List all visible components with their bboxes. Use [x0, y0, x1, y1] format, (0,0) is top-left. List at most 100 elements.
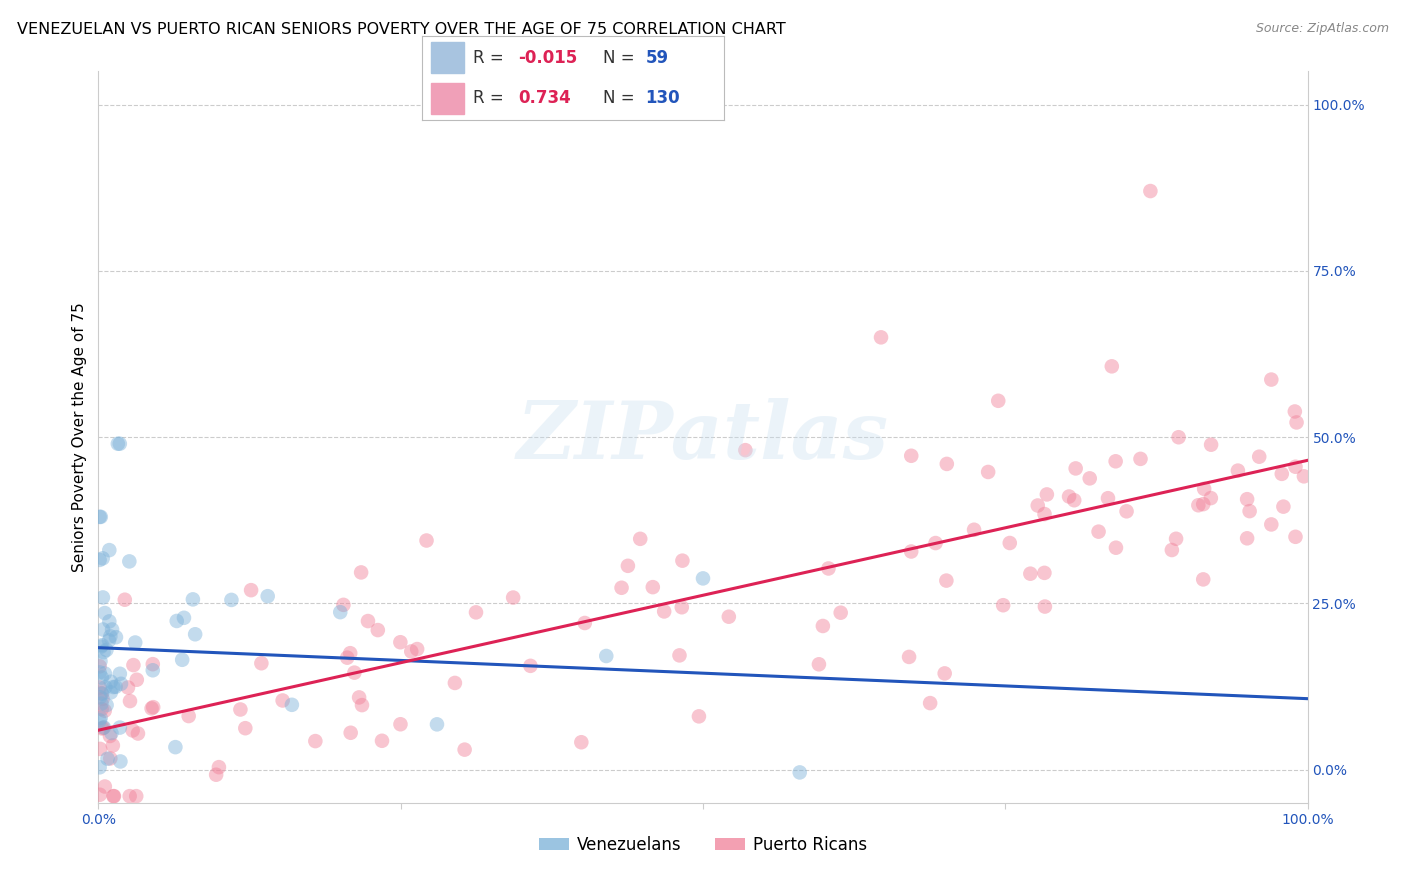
- Point: [1064, 461, 1087, 475]
- Point: [692, 571, 714, 585]
- Point: [110, 755, 132, 769]
- Point: [350, 566, 373, 580]
- Point: [350, 698, 373, 712]
- Point: [94, 606, 117, 620]
- Point: [173, 611, 195, 625]
- Point: [1260, 517, 1282, 532]
- Point: [89, 681, 111, 695]
- Point: [101, 739, 124, 753]
- Point: [240, 583, 263, 598]
- Point: [1284, 404, 1306, 418]
- Point: [415, 533, 437, 548]
- Point: [1087, 524, 1109, 539]
- Point: [91, 722, 114, 736]
- Point: [89, 654, 111, 668]
- Point: [91, 687, 114, 701]
- Point: [93, 721, 115, 735]
- Point: [641, 580, 664, 594]
- Point: [125, 673, 148, 687]
- Point: [103, 680, 125, 694]
- Text: ZIPatlas: ZIPatlas: [517, 399, 889, 475]
- Point: [1226, 464, 1249, 478]
- Point: [924, 536, 946, 550]
- Point: [817, 561, 839, 575]
- Point: [900, 449, 922, 463]
- Point: [1239, 504, 1261, 518]
- Point: [271, 693, 294, 707]
- Point: [165, 740, 187, 755]
- Point: [98, 729, 121, 743]
- Point: [100, 674, 122, 689]
- Point: [91, 721, 114, 735]
- Point: [1249, 450, 1271, 464]
- Point: [920, 696, 942, 710]
- Point: [900, 544, 922, 558]
- Point: [118, 554, 141, 568]
- Point: [357, 614, 380, 628]
- Point: [229, 702, 252, 716]
- Point: [89, 742, 111, 756]
- Point: [256, 589, 278, 603]
- Point: [1115, 504, 1137, 518]
- Point: [991, 598, 1014, 612]
- Point: [108, 666, 131, 681]
- Point: [1057, 490, 1080, 504]
- Point: [1284, 459, 1306, 474]
- Point: [184, 627, 207, 641]
- Point: [339, 646, 361, 660]
- Point: [329, 605, 352, 619]
- Point: [569, 735, 592, 749]
- Point: [935, 457, 957, 471]
- Point: [1285, 416, 1308, 430]
- Point: [336, 650, 359, 665]
- Point: [1260, 373, 1282, 387]
- Point: [205, 768, 228, 782]
- Point: [94, 780, 117, 794]
- Point: [367, 623, 389, 637]
- Bar: [430, 43, 464, 73]
- Point: [91, 551, 114, 566]
- Point: [221, 593, 243, 607]
- Point: [668, 648, 690, 663]
- Point: [987, 393, 1010, 408]
- Point: [898, 649, 921, 664]
- Point: [121, 723, 143, 738]
- Text: VENEZUELAN VS PUERTO RICAN SENIORS POVERTY OVER THE AGE OF 75 CORRELATION CHART: VENEZUELAN VS PUERTO RICAN SENIORS POVER…: [17, 22, 786, 37]
- Point: [89, 690, 111, 705]
- Point: [574, 615, 596, 630]
- Text: N =: N =: [603, 89, 640, 107]
- Bar: [430, 83, 464, 113]
- Point: [100, 726, 122, 740]
- Point: [347, 690, 370, 705]
- Point: [90, 697, 112, 711]
- Point: [91, 591, 114, 605]
- Point: [401, 644, 423, 658]
- Point: [90, 711, 112, 725]
- Point: [1192, 482, 1215, 496]
- Point: [998, 536, 1021, 550]
- Point: [90, 509, 112, 524]
- Point: [935, 574, 957, 588]
- Text: Source: ZipAtlas.com: Source: ZipAtlas.com: [1256, 22, 1389, 36]
- Point: [1271, 467, 1294, 481]
- Point: [142, 663, 165, 677]
- Point: [208, 760, 231, 774]
- Point: [610, 581, 633, 595]
- Point: [101, 623, 124, 637]
- Point: [830, 606, 852, 620]
- Point: [104, 680, 127, 694]
- Point: [181, 592, 204, 607]
- Point: [107, 436, 129, 450]
- Point: [595, 648, 617, 663]
- Point: [91, 638, 114, 652]
- Point: [98, 751, 121, 765]
- Point: [127, 726, 149, 740]
- Point: [103, 789, 125, 804]
- Point: [406, 642, 429, 657]
- Point: [96, 698, 118, 712]
- Point: [734, 443, 756, 458]
- Point: [389, 635, 412, 649]
- Point: [652, 604, 675, 618]
- Point: [688, 709, 710, 723]
- Point: [104, 630, 127, 644]
